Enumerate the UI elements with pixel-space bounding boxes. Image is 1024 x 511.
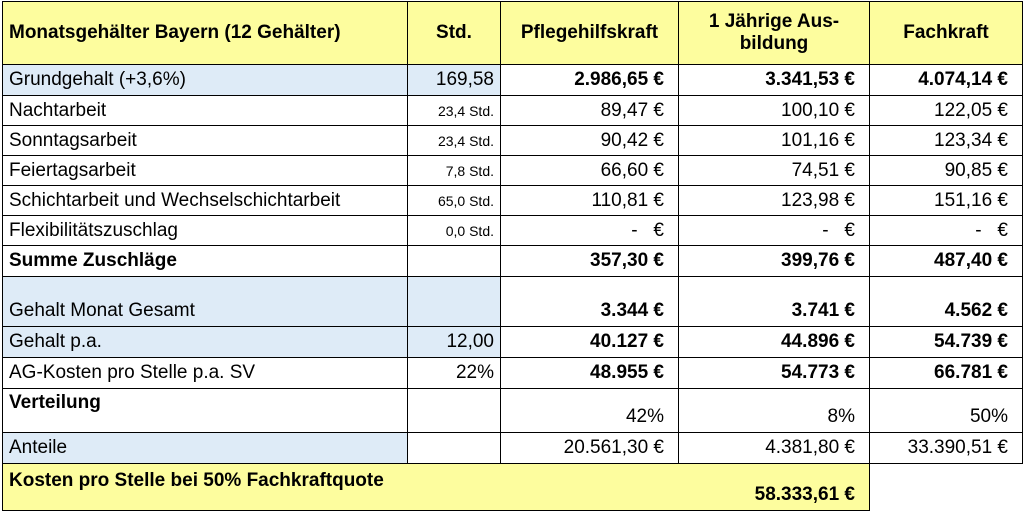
header-std: Std. bbox=[407, 1, 501, 65]
row-value-2: 4.381,80 € bbox=[678, 432, 870, 464]
row-std bbox=[407, 432, 501, 464]
header-pflegehilfskraft: Pflegehilfskraft bbox=[500, 1, 679, 65]
table-row: Gehalt Monat Gesamt 3.344 € 3.741 € 4.56… bbox=[2, 276, 1023, 327]
footer-value: 58.333,61 € bbox=[678, 463, 870, 511]
row-value-1: 3.344 € bbox=[500, 276, 679, 327]
row-label: Summe Zuschläge bbox=[2, 245, 408, 277]
header-ausbildung-line1: 1 Jährige Aus- bbox=[708, 11, 840, 32]
row-value-1: 48.955 € bbox=[500, 357, 679, 389]
table-row: Schichtarbeit und Wechselschichtarbeit 6… bbox=[2, 185, 1023, 216]
footer-empty-cell bbox=[869, 463, 1023, 511]
row-label: Sonntagsarbeit bbox=[2, 125, 408, 156]
row-value-2: 8% bbox=[678, 388, 870, 433]
table-row: Summe Zuschläge 357,30 € 399,76 € 487,40… bbox=[2, 245, 1023, 277]
row-value-3: 66.781 € bbox=[869, 357, 1023, 389]
row-value-2: 74,51 € bbox=[678, 155, 870, 186]
row-value-1: 42% bbox=[500, 388, 679, 433]
row-value-3: 4.562 € bbox=[869, 276, 1023, 327]
table-row: Gehalt p.a. 12,00 40.127 € 44.896 € 54.7… bbox=[2, 326, 1023, 358]
row-value-1: 20.561,30 € bbox=[500, 432, 679, 464]
row-value-2: 44.896 € bbox=[678, 326, 870, 358]
row-std: 65,0 Std. bbox=[407, 185, 501, 216]
table-row: Sonntagsarbeit 23,4 Std. 90,42 € 101,16 … bbox=[2, 125, 1023, 156]
row-value-3: 123,34 € bbox=[869, 125, 1023, 156]
row-std: 22% bbox=[407, 357, 501, 389]
row-value-2: 3.741 € bbox=[678, 276, 870, 327]
row-value-1: 40.127 € bbox=[500, 326, 679, 358]
table-row: Anteile 20.561,30 € 4.381,80 € 33.390,51… bbox=[2, 432, 1023, 464]
row-label: Schichtarbeit und Wechselschichtarbeit bbox=[2, 185, 408, 216]
row-label: Grundgehalt (+3,6%) bbox=[2, 64, 408, 96]
row-value-1: - € bbox=[500, 215, 679, 246]
header-ausbildung: 1 Jährige Aus-bildung bbox=[678, 1, 870, 65]
row-value-3: 4.074,14 € bbox=[869, 64, 1023, 96]
row-value-3: - € bbox=[869, 215, 1023, 246]
row-value-1: 357,30 € bbox=[500, 245, 679, 277]
header-row: Monatsgehälter Bayern (12 Gehälter) Std.… bbox=[2, 1, 1023, 65]
row-value-3: 50% bbox=[869, 388, 1023, 433]
row-std: 0,0 Std. bbox=[407, 215, 501, 246]
row-label: Feiertagsarbeit bbox=[2, 155, 408, 186]
row-value-1: 90,42 € bbox=[500, 125, 679, 156]
row-std: 7,8 Std. bbox=[407, 155, 501, 186]
row-std: 23,4 Std. bbox=[407, 125, 501, 156]
row-label: Flexibilitätszuschlag bbox=[2, 215, 408, 246]
row-value-3: 487,40 € bbox=[869, 245, 1023, 277]
footer-row: Kosten pro Stelle bei 50% Fachkraftquote… bbox=[2, 463, 1023, 511]
table-row: Flexibilitätszuschlag 0,0 Std. - € - € -… bbox=[2, 215, 1023, 246]
row-label: Anteile bbox=[2, 432, 408, 464]
table-title: Monatsgehälter Bayern (12 Gehälter) bbox=[2, 1, 408, 65]
row-value-3: 151,16 € bbox=[869, 185, 1023, 216]
row-value-1: 66,60 € bbox=[500, 155, 679, 186]
row-label: Gehalt Monat Gesamt bbox=[2, 276, 408, 327]
row-std bbox=[407, 276, 501, 327]
row-std bbox=[407, 388, 501, 433]
row-label: Nachtarbeit bbox=[2, 95, 408, 126]
header-ausbildung-line2: bildung bbox=[739, 33, 809, 54]
row-value-2: 399,76 € bbox=[678, 245, 870, 277]
row-value-3: 54.739 € bbox=[869, 326, 1023, 358]
row-std bbox=[407, 245, 501, 277]
table-row: AG-Kosten pro Stelle p.a. SV 22% 48.955 … bbox=[2, 357, 1023, 389]
row-std: 12,00 bbox=[407, 326, 501, 358]
row-value-2: 100,10 € bbox=[678, 95, 870, 126]
row-label: Verteilung bbox=[2, 388, 408, 433]
row-value-3: 33.390,51 € bbox=[869, 432, 1023, 464]
table-row: Verteilung 42% 8% 50% bbox=[2, 388, 1023, 433]
row-value-3: 90,85 € bbox=[869, 155, 1023, 186]
header-fachkraft: Fachkraft bbox=[869, 1, 1023, 65]
footer-label: Kosten pro Stelle bei 50% Fachkraftquote bbox=[2, 463, 679, 511]
row-value-2: - € bbox=[678, 215, 870, 246]
row-value-2: 123,98 € bbox=[678, 185, 870, 216]
row-value-1: 2.986,65 € bbox=[500, 64, 679, 96]
table-row: Feiertagsarbeit 7,8 Std. 66,60 € 74,51 €… bbox=[2, 155, 1023, 186]
table-row: Grundgehalt (+3,6%) 169,58 2.986,65 € 3.… bbox=[2, 64, 1023, 96]
row-value-1: 110,81 € bbox=[500, 185, 679, 216]
row-value-2: 3.341,53 € bbox=[678, 64, 870, 96]
row-std: 23,4 Std. bbox=[407, 95, 501, 126]
table-row: Nachtarbeit 23,4 Std. 89,47 € 100,10 € 1… bbox=[2, 95, 1023, 126]
row-std: 169,58 bbox=[407, 64, 501, 96]
row-value-2: 54.773 € bbox=[678, 357, 870, 389]
row-label: AG-Kosten pro Stelle p.a. SV bbox=[2, 357, 408, 389]
row-label: Gehalt p.a. bbox=[2, 326, 408, 358]
row-value-2: 101,16 € bbox=[678, 125, 870, 156]
row-value-3: 122,05 € bbox=[869, 95, 1023, 126]
row-value-1: 89,47 € bbox=[500, 95, 679, 126]
